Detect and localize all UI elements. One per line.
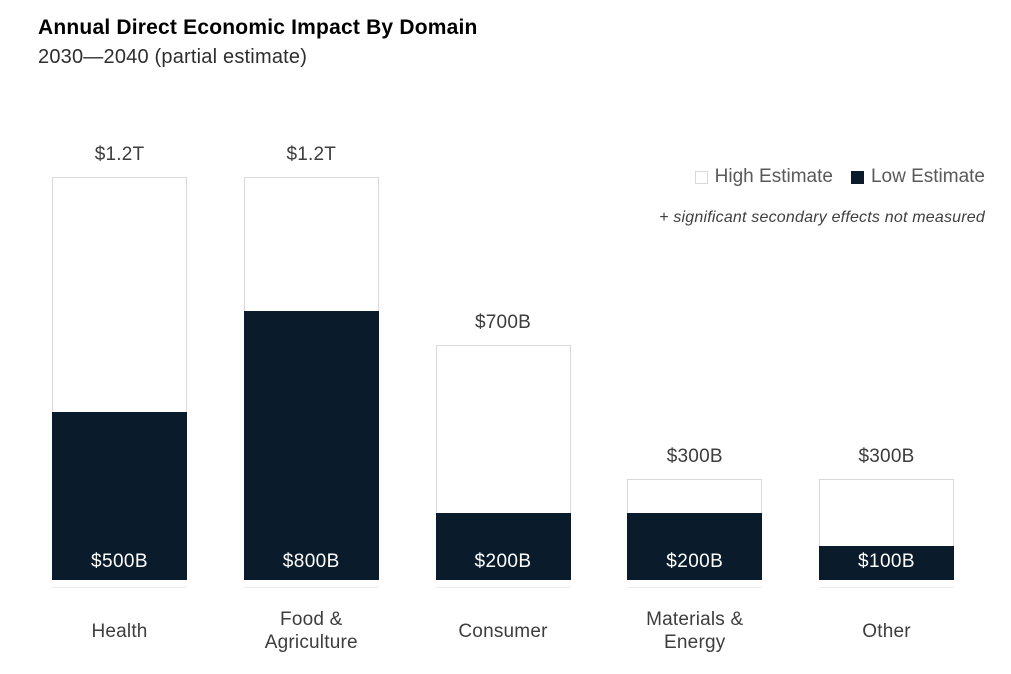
category-label-text: Health [91,620,148,642]
bar-shadow-line [627,587,763,588]
legend: High Estimate Low Estimate [694,166,985,188]
low-estimate-value-label: $200B [474,551,532,572]
high-estimate-value-label: $300B [858,446,915,467]
chart-title: Annual Direct Economic Impact By Domain [38,16,478,39]
category-label-text: Materials & Energy [646,609,744,653]
category-label: Other [787,602,987,660]
low-estimate-swatch-icon [850,170,864,184]
legend-item-low-estimate: Low Estimate [850,166,985,188]
high-estimate-value-label: $300B [666,446,723,467]
bar-shadow-line [435,587,571,588]
legend-label-high-estimate: High Estimate [714,166,833,187]
legend-label-low-estimate: Low Estimate [870,166,985,187]
category-label-text: Food & Agriculture [264,609,358,653]
bar-shadow-line [243,587,379,588]
low-estimate-bar [243,311,379,580]
chart-subtitle: 2030—2040 (partial estimate) [38,46,308,68]
low-estimate-value-label: $100B [858,551,915,572]
category-label: Health [20,602,220,660]
low-estimate-value-label: $200B [666,551,724,572]
low-estimate-bar [819,546,954,580]
bar-shadow-line [52,587,187,588]
low-estimate-bar [627,513,763,580]
legend-item-high-estimate: High Estimate [694,166,833,188]
high-estimate-value-label: $1.2T [286,144,337,165]
category-label-text: Other [862,620,911,642]
high-estimate-value-label: $700B [475,312,531,333]
category-label: Materials & Energy [595,602,795,660]
low-estimate-bar [435,513,571,580]
secondary-effects-footnote: + significant secondary effects not meas… [659,209,985,226]
low-estimate-value-label: $500B [91,551,148,572]
category-label: Consumer [403,602,603,660]
bar-shadow-line [819,587,954,588]
category-label: Food & Agriculture [211,602,411,660]
high-estimate-value-label: $1.2T [94,144,145,165]
low-estimate-value-label: $800B [282,551,340,572]
high-estimate-swatch-icon [694,170,708,184]
category-label-text: Consumer [458,620,548,642]
low-estimate-bar [52,412,187,580]
